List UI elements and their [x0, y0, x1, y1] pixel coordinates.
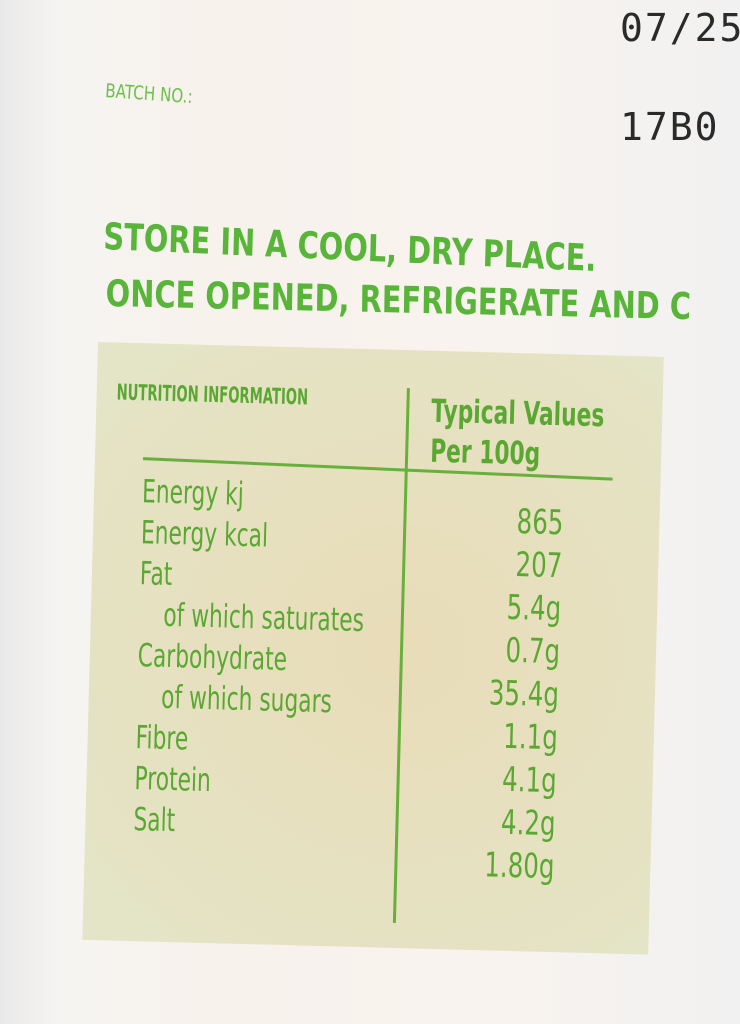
nutrition-heading: NUTRITION INFORMATION	[116, 380, 309, 411]
nutrition-panel: NUTRITION INFORMATION Typical Values Per…	[82, 342, 664, 955]
nutrient-value: 4.2g	[500, 802, 557, 845]
nutrient-value: 207	[515, 545, 563, 587]
nutrient-label: Energy kcal	[140, 513, 269, 555]
nutrient-label: Fibre	[135, 718, 189, 758]
column-header-line-1: Typical Values	[430, 391, 605, 435]
nutrient-label: of which sugars	[160, 677, 333, 721]
storage-line-1: STORE IN A COOL, DRY PLACE.	[102, 215, 597, 281]
batch-code: 17B0	[620, 105, 720, 149]
nutrient-label: Carbohydrate	[137, 636, 288, 679]
nutrient-label: of which saturates	[162, 595, 365, 640]
nutrient-value: 0.7g	[505, 630, 561, 673]
nutrient-value: 865	[516, 502, 564, 544]
nutrient-value: 35.4g	[488, 673, 560, 716]
batch-label: BATCH NO.:	[104, 80, 194, 109]
nutrient-value: 1.80g	[483, 845, 555, 888]
column-header-line-2: Per 100g	[429, 431, 541, 473]
nutrient-label: Fat	[139, 554, 173, 594]
nutrient-value: 4.1g	[501, 759, 558, 802]
nutrient-label: Protein	[134, 759, 212, 800]
storage-line-2: ONCE OPENED, REFRIGERATE AND C	[105, 272, 692, 329]
nutrient-label: Salt	[133, 800, 176, 840]
nutrient-label: Energy kj	[141, 472, 245, 513]
nutrient-labels: Energy kj Energy kcal Fat of which satur…	[133, 471, 368, 846]
date-code: 07/25	[620, 6, 740, 50]
nutrient-value: 1.1g	[502, 716, 559, 759]
nutrient-values: 865 207 5.4g 0.7g 35.4g 1.1g 4.1g 4.2g 1…	[475, 500, 564, 889]
nutrient-value: 5.4g	[506, 587, 562, 630]
column-header: Typical Values Per 100g	[430, 391, 605, 476]
